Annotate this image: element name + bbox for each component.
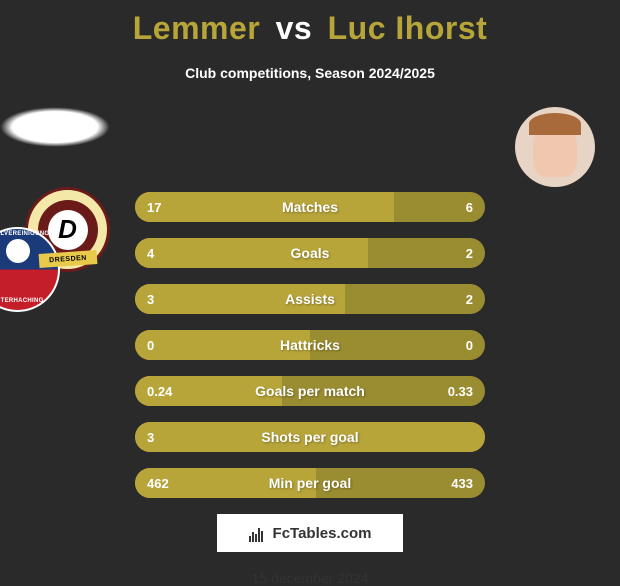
player1-photo-placeholder [0, 107, 110, 147]
stat-value-right: 2 [466, 292, 473, 307]
subtitle: Club competitions, Season 2024/2025 [0, 65, 620, 81]
player2-photo [515, 107, 595, 187]
content-area: D DRESDEN SPIELVEREINIGUNG UNTERHACHING … [0, 107, 620, 498]
stat-label: Hattricks [135, 337, 485, 353]
footer-site: FcTables.com [273, 525, 372, 542]
stat-row: 3Assists2 [135, 284, 485, 314]
vs-text: vs [276, 10, 313, 46]
stat-value-right: 2 [466, 246, 473, 261]
stat-row: 462Min per goal433 [135, 468, 485, 498]
comparison-title: Lemmer vs Luc Ihorst [0, 0, 620, 47]
player2-name: Luc Ihorst [328, 10, 488, 46]
stat-row: 4Goals2 [135, 238, 485, 268]
footer-date: 15 december 2024 [0, 570, 620, 586]
stat-label: Matches [135, 199, 485, 215]
stat-value-right: 6 [466, 200, 473, 215]
stat-label: Assists [135, 291, 485, 307]
player1-name: Lemmer [133, 10, 261, 46]
stat-value-right: 433 [451, 476, 473, 491]
stat-row: 0Hattricks0 [135, 330, 485, 360]
fctables-logo-icon [249, 524, 267, 542]
stat-row: 17Matches6 [135, 192, 485, 222]
footer-attribution: FcTables.com [217, 514, 403, 552]
stat-bars: 17Matches6 4Goals2 3Assists2 0Hattricks0 0.2… [135, 192, 485, 498]
crest-top-text: SPIELVEREINIGUNG [0, 231, 58, 237]
stat-row: 3Shots per goal [135, 422, 485, 452]
stat-value-right: 0.33 [448, 384, 473, 399]
stat-label: Goals per match [135, 383, 485, 399]
stat-label: Shots per goal [135, 429, 485, 445]
stat-label: Min per goal [135, 475, 485, 491]
face-icon [533, 123, 577, 177]
crest-bottom-text: UNTERHACHING [0, 298, 58, 304]
stat-row: 0.24Goals per match0.33 [135, 376, 485, 406]
stat-value-right: 0 [466, 338, 473, 353]
crest-letter: D [58, 214, 77, 245]
stat-label: Goals [135, 245, 485, 261]
